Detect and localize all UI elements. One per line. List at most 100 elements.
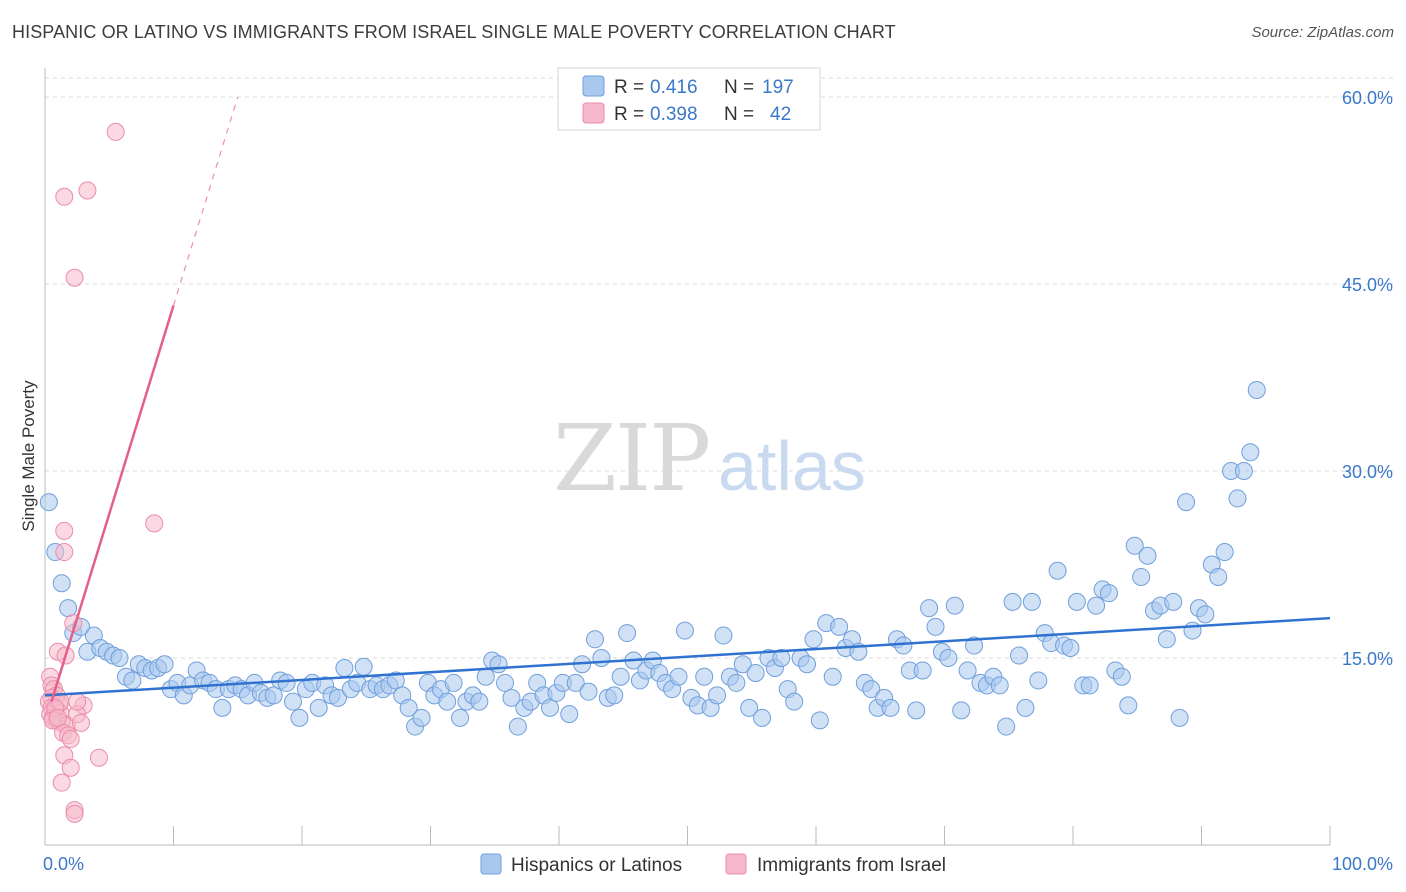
israel-point: [78, 181, 97, 200]
hispanics-point: [470, 692, 489, 711]
hispanics-point: [740, 698, 759, 717]
hispanics-point: [810, 711, 829, 730]
hispanics-point: [714, 626, 733, 645]
series-legend: Hispanics or Latinos Immigrants from Isr…: [480, 853, 946, 876]
hispanics-point: [939, 649, 958, 667]
x-tick-labels: 0.0% 100.0%: [43, 854, 1393, 874]
hispanics-point: [708, 686, 727, 705]
hispanics-point: [1138, 546, 1157, 565]
hispanics-point: [920, 599, 939, 618]
israel-point: [65, 804, 84, 823]
israel-point: [55, 521, 74, 540]
hispanics-point: [277, 673, 296, 692]
legend-swatch-pink: [582, 102, 605, 124]
hispanics-point: [669, 667, 688, 686]
hispanics-point: [990, 676, 1009, 695]
hispanics-point: [945, 596, 964, 615]
hispanics-point: [155, 655, 174, 674]
stats-legend: R = 0.416 N = 197 R = 0.398 N = 42: [557, 67, 821, 131]
hispanics-point: [412, 708, 431, 727]
hispanics-point: [733, 655, 752, 674]
bottom-legend-label-1: Hispanics or Latinos: [511, 855, 682, 876]
hispanics-point: [618, 624, 637, 643]
hispanics-point: [335, 658, 354, 677]
hispanics-point: [290, 708, 309, 727]
israel-point: [61, 758, 80, 777]
hispanics-point: [1022, 592, 1041, 611]
hispanics-point: [830, 617, 849, 636]
hispanics-point: [1003, 592, 1022, 611]
israel-point: [89, 748, 108, 767]
hispanics-point: [496, 673, 515, 692]
hispanics-point: [1125, 536, 1144, 555]
hispanics-point: [997, 717, 1016, 736]
hispanics-point: [309, 698, 328, 717]
legend-swatch-blue: [582, 75, 605, 97]
hispanics-point: [451, 708, 470, 727]
legend-n-value-1: 197: [762, 77, 794, 98]
hispanics-point: [965, 636, 984, 655]
legend-r-value-2: 0.398: [650, 104, 698, 125]
hispanics-point: [59, 599, 78, 618]
israel-trend-line: [50, 305, 175, 703]
hispanics-point: [1132, 567, 1151, 586]
hispanics-point: [753, 708, 772, 727]
hispanics-point: [579, 682, 598, 701]
hispanics-point: [1170, 708, 1189, 727]
hispanics-point: [489, 655, 508, 674]
y-tick-labels: 15.0% 30.0% 45.0% 60.0%: [1342, 88, 1393, 669]
hispanics-point: [585, 630, 604, 649]
y-tick-label: 15.0%: [1342, 649, 1393, 669]
trend-lines: [44, 96, 1331, 703]
bottom-legend-swatch-pink: [725, 853, 747, 875]
hispanics-point: [52, 574, 71, 593]
israel-point: [55, 543, 74, 562]
hispanics-point: [264, 686, 283, 705]
hispanics-point: [1029, 671, 1048, 690]
hispanics-point: [1241, 443, 1260, 462]
israel-trend-line-extrapolated: [172, 96, 239, 306]
x-tick-label: 100.0%: [1332, 854, 1393, 874]
hispanics-point: [39, 493, 58, 512]
hispanics-point: [1164, 592, 1183, 611]
legend-n-label-1: N =: [724, 77, 754, 98]
hispanics-point: [952, 701, 971, 720]
series-israel-points: [39, 122, 164, 823]
hispanics-point: [541, 698, 560, 717]
israel-point: [55, 187, 74, 206]
hispanics-point: [605, 686, 624, 705]
hispanics-point: [386, 671, 405, 690]
y-tick-label: 45.0%: [1342, 275, 1393, 295]
y-axis-label: Single Male Poverty: [19, 380, 38, 532]
hispanics-point: [926, 617, 945, 636]
legend-n-label-2: N =: [724, 104, 754, 125]
chart-title: HISPANIC OR LATINO VS IMMIGRANTS FROM IS…: [12, 22, 896, 42]
hispanics-point: [727, 673, 746, 692]
y-tick-label: 30.0%: [1342, 462, 1393, 482]
legend-n-value-2: 42: [770, 104, 791, 125]
hispanics-point: [354, 657, 373, 676]
grid-lines: [45, 77, 1393, 659]
hispanics-point: [1010, 646, 1029, 665]
hispanics-point: [1080, 676, 1099, 695]
watermark: ZIP atlas: [553, 405, 866, 512]
hispanics-point: [1234, 462, 1253, 480]
watermark-zip: ZIP: [553, 405, 709, 512]
hispanics-point: [695, 667, 714, 686]
hispanics-point: [1215, 543, 1234, 562]
bottom-legend-label-2: Immigrants from Israel: [757, 855, 946, 876]
hispanics-point: [213, 698, 232, 717]
series-hispanics-points: [39, 380, 1266, 736]
israel-point: [68, 692, 87, 711]
hispanics-point: [1183, 621, 1202, 640]
hispanics-point: [804, 630, 823, 649]
hispanics-point: [444, 673, 463, 692]
hispanics-point: [508, 717, 527, 736]
hispanics-point: [399, 698, 418, 717]
hispanics-point: [110, 649, 129, 667]
hispanics-trend-line: [44, 616, 1331, 697]
hispanics-point: [123, 671, 142, 690]
hispanics-point: [913, 661, 932, 680]
hispanics-point: [881, 698, 900, 717]
hispanics-point: [894, 636, 913, 655]
